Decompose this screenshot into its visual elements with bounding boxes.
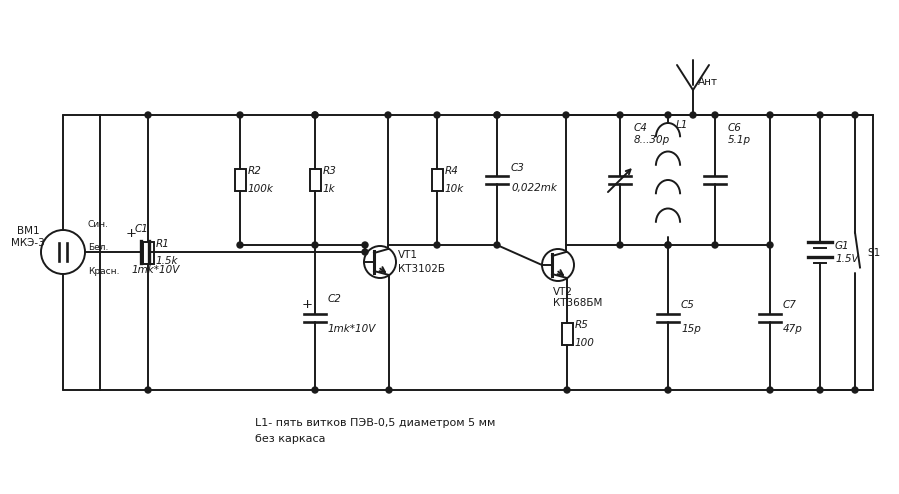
Circle shape (617, 112, 623, 118)
Text: Красн.: Красн. (88, 267, 120, 277)
Circle shape (767, 112, 773, 118)
Text: Ант: Ант (698, 77, 718, 87)
Text: C7: C7 (783, 299, 797, 310)
Circle shape (145, 112, 151, 118)
Circle shape (712, 242, 718, 248)
Circle shape (237, 242, 243, 248)
Text: ВМ1
МКЭ-3: ВМ1 МКЭ-3 (11, 226, 45, 248)
Text: КТ368БМ: КТ368БМ (553, 298, 602, 308)
Text: C2: C2 (328, 293, 342, 303)
Circle shape (665, 242, 671, 248)
Circle shape (434, 112, 440, 118)
Text: 0,022mk: 0,022mk (511, 183, 556, 193)
Text: VT1: VT1 (398, 250, 418, 260)
Circle shape (563, 112, 569, 118)
Circle shape (385, 112, 391, 118)
Text: 15p: 15p (681, 324, 701, 333)
Circle shape (690, 112, 696, 118)
Circle shape (852, 112, 858, 118)
Circle shape (362, 249, 368, 255)
Bar (432, 169, 442, 191)
Text: без каркаса: без каркаса (255, 434, 325, 444)
Text: 10k: 10k (444, 184, 464, 194)
Text: 1mk*10V: 1mk*10V (131, 265, 180, 275)
Circle shape (767, 242, 773, 248)
Text: 100k: 100k (247, 184, 273, 194)
Circle shape (852, 387, 858, 393)
Text: 1.5V: 1.5V (835, 254, 859, 264)
Text: КТ3102Б: КТ3102Б (398, 264, 445, 274)
Text: R5: R5 (574, 320, 588, 330)
Circle shape (564, 387, 570, 393)
Circle shape (617, 242, 623, 248)
Circle shape (494, 242, 500, 248)
Circle shape (665, 242, 671, 248)
Circle shape (665, 387, 671, 393)
Text: R4: R4 (444, 166, 458, 176)
Circle shape (312, 112, 318, 118)
Text: L1- пять витков ПЭВ-0,5 диаметром 5 мм: L1- пять витков ПЭВ-0,5 диаметром 5 мм (255, 418, 495, 428)
Circle shape (712, 112, 718, 118)
Text: +: + (126, 227, 137, 240)
Text: VT2: VT2 (553, 287, 573, 297)
Text: Бел.: Бел. (88, 243, 109, 251)
Text: C4: C4 (634, 123, 648, 133)
Text: R2: R2 (247, 166, 262, 176)
Text: 5.1p: 5.1p (728, 135, 752, 145)
Text: 1.5k: 1.5k (156, 256, 178, 266)
Bar (143, 242, 154, 263)
Circle shape (312, 387, 318, 393)
Circle shape (494, 112, 500, 118)
Circle shape (434, 242, 440, 248)
Text: 8...30p: 8...30p (634, 135, 671, 145)
Circle shape (312, 112, 318, 118)
Text: C5: C5 (681, 299, 695, 310)
Text: G1: G1 (835, 241, 850, 250)
Circle shape (665, 112, 671, 118)
Text: C1: C1 (135, 224, 149, 234)
Circle shape (817, 387, 823, 393)
Text: 1mk*10V: 1mk*10V (328, 324, 377, 333)
Text: Син.: Син. (88, 219, 109, 229)
Text: 47p: 47p (783, 324, 803, 333)
Bar (562, 323, 573, 345)
Text: +: + (301, 297, 313, 311)
Circle shape (767, 387, 773, 393)
Circle shape (386, 387, 392, 393)
Text: R3: R3 (323, 166, 336, 176)
Text: L1: L1 (676, 120, 689, 130)
Bar (309, 169, 321, 191)
Text: S1: S1 (867, 247, 880, 257)
Bar (235, 169, 245, 191)
Circle shape (817, 112, 823, 118)
Circle shape (237, 112, 243, 118)
Text: C6: C6 (728, 123, 742, 133)
Circle shape (494, 112, 500, 118)
Circle shape (362, 242, 368, 248)
Text: 100: 100 (574, 338, 594, 348)
Text: C3: C3 (511, 163, 525, 173)
Text: R1: R1 (156, 239, 169, 248)
Circle shape (145, 387, 151, 393)
Circle shape (312, 242, 318, 248)
Text: 1k: 1k (323, 184, 335, 194)
